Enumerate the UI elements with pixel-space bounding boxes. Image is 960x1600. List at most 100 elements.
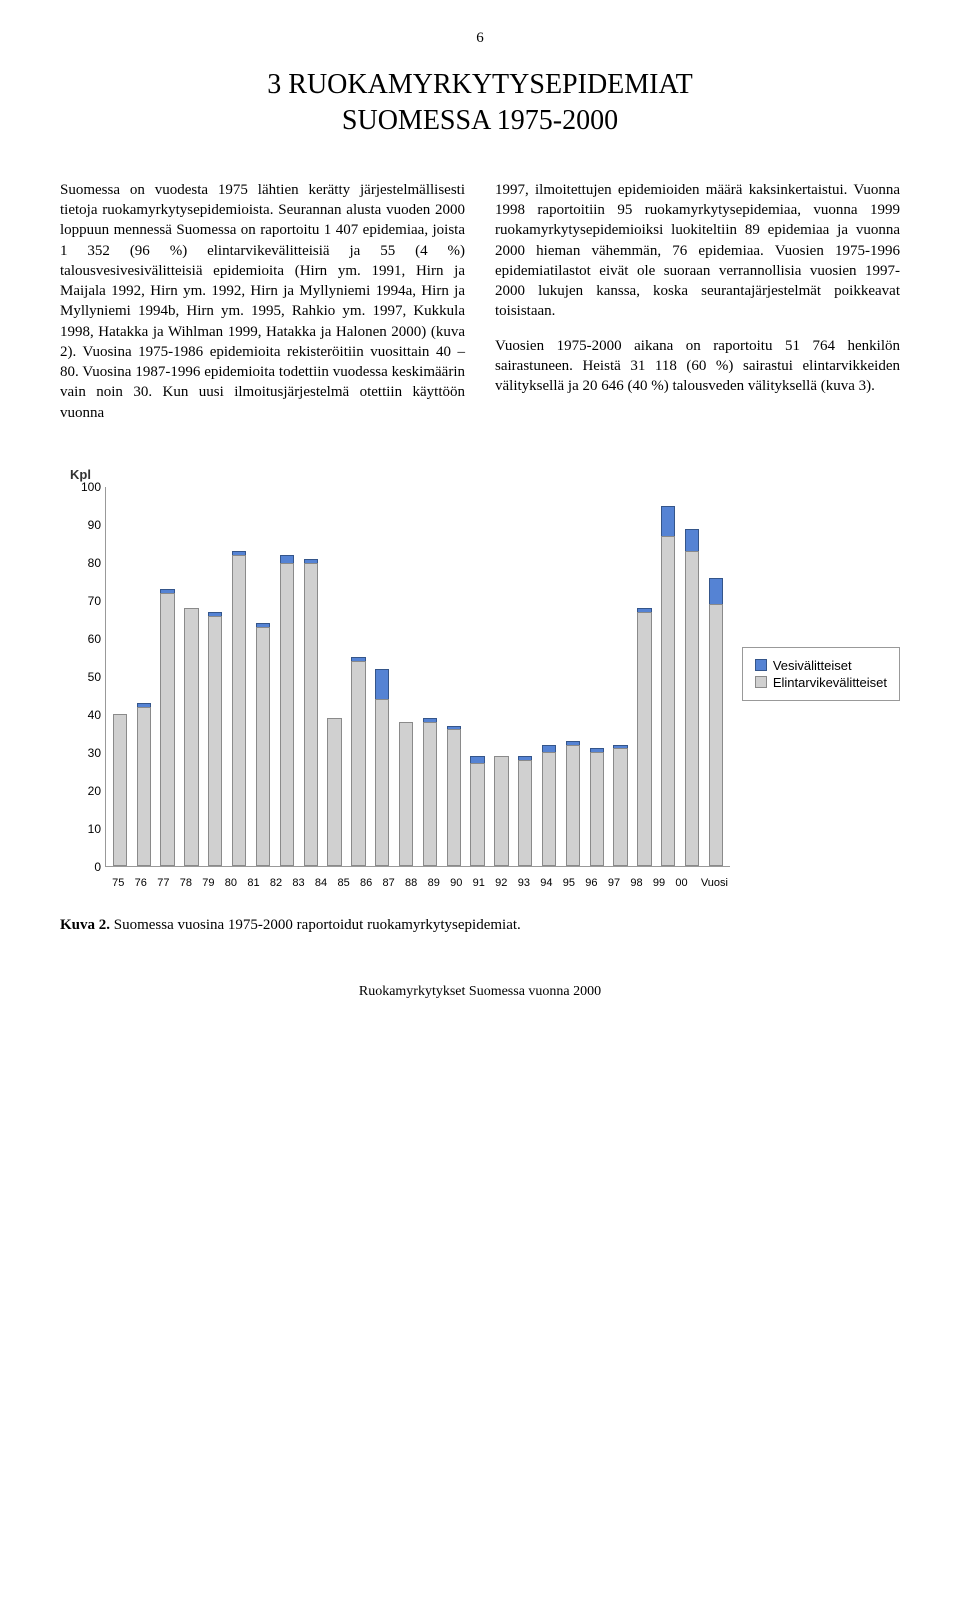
bar-segment-water [709, 578, 723, 605]
chart-y-tick: 100 [81, 480, 101, 494]
chart-x-tick: 87 [377, 877, 400, 889]
chart-bar [494, 756, 508, 866]
chart-x-tick: 85 [332, 877, 355, 889]
chart-bar [566, 741, 580, 866]
chart-bar [423, 718, 437, 866]
chart-year-column [108, 487, 132, 866]
chart-bar [637, 608, 651, 866]
right-paragraph-2: Vuosien 1975-2000 aikana on raportoitu 5… [495, 336, 900, 397]
bar-segment-food [208, 616, 222, 866]
chart-bar [280, 555, 294, 866]
chart-bar [470, 756, 484, 866]
bar-segment-water [661, 506, 675, 536]
chart-x-tick: 84 [310, 877, 333, 889]
chart-bar [137, 703, 151, 866]
chart-x-tick: 90 [445, 877, 468, 889]
chart-x-tick: 96 [580, 877, 603, 889]
title-line-1: 3 RUOKAMYRKYTYSEPIDEMIAT [267, 69, 692, 100]
body-columns: Suomessa on vuodesta 1975 lähtien kerätt… [60, 180, 900, 437]
chart-bars [106, 487, 730, 866]
chart-year-column [370, 487, 394, 866]
chart-y-tick: 40 [88, 708, 101, 722]
bar-segment-food [423, 722, 437, 866]
chart-bar [542, 745, 556, 866]
chart-bar [518, 756, 532, 866]
chart-bar [375, 669, 389, 866]
bar-segment-food [709, 604, 723, 866]
legend-row-food: Elintarvikevälitteiset [755, 675, 887, 690]
chart-y-tick: 80 [88, 556, 101, 570]
legend-swatch-food [755, 676, 767, 688]
chart-x-tick: 75 [107, 877, 130, 889]
chart-year-column [203, 487, 227, 866]
chart-y-tick: 90 [88, 518, 101, 532]
chart-x-tick: 00 [670, 877, 693, 889]
legend-row-water: Vesivälitteiset [755, 658, 887, 673]
chart-plot-area [105, 487, 730, 867]
chart-x-tick: 86 [355, 877, 378, 889]
left-paragraph-1: Suomessa on vuodesta 1975 lähtien kerätt… [60, 180, 465, 423]
chart-x-tick: 89 [422, 877, 445, 889]
chart-x-tick: 98 [625, 877, 648, 889]
chart-y-tick: 0 [94, 860, 101, 874]
chart-year-column [394, 487, 418, 866]
chart-year-column [418, 487, 442, 866]
chart-year-column [704, 487, 728, 866]
legend-label-food: Elintarvikevälitteiset [773, 675, 887, 690]
chart-year-column [156, 487, 180, 866]
chart-bar [661, 506, 675, 866]
caption-bold: Kuva 2. [60, 917, 110, 933]
chart-y-ticks: 0102030405060708090100 [60, 487, 105, 867]
chart-bar [113, 714, 127, 866]
chart-year-column [585, 487, 609, 866]
chart-bar [184, 608, 198, 866]
left-column: Suomessa on vuodesta 1975 lähtien kerätt… [60, 180, 465, 437]
chart-x-tick: 92 [490, 877, 513, 889]
chart-x-tick: 95 [558, 877, 581, 889]
caption-text: Suomessa vuosina 1975-2000 raportoidut r… [110, 917, 521, 933]
chart-x-tick: 76 [130, 877, 153, 889]
legend-label-water: Vesivälitteiset [773, 658, 852, 673]
chart-legend: Vesivälitteiset Elintarvikevälitteiset [742, 647, 900, 701]
bar-segment-water [375, 669, 389, 699]
bar-segment-food [137, 707, 151, 866]
chart-bar [447, 726, 461, 866]
chart-year-column [680, 487, 704, 866]
chart-x-tick: 94 [535, 877, 558, 889]
figure-caption: Kuva 2. Suomessa vuosina 1975-2000 rapor… [60, 917, 900, 934]
title-line-2: SUOMESSA 1975-2000 [342, 105, 618, 136]
chart-bar [232, 551, 246, 866]
bar-segment-food [542, 752, 556, 866]
chart-bar [256, 623, 270, 866]
right-paragraph-1: 1997, ilmoitettujen epidemioiden määrä k… [495, 180, 900, 322]
chart-x-tick: 93 [513, 877, 536, 889]
chart-bar [208, 612, 222, 866]
chart-x-tick: 80 [220, 877, 243, 889]
chart-year-column [275, 487, 299, 866]
chart-year-column [346, 487, 370, 866]
chart-x-axis-label: Vuosi [701, 877, 728, 889]
chart-container: Kpl 0102030405060708090100 7576777879808… [60, 467, 900, 897]
page-number: 6 [60, 30, 900, 47]
chart-year-column [609, 487, 633, 866]
chart-bar [590, 748, 604, 865]
bar-segment-food [160, 593, 174, 866]
bar-segment-food [304, 563, 318, 866]
chart-year-column [466, 487, 490, 866]
bar-segment-food [351, 661, 365, 866]
bar-segment-water [542, 745, 556, 753]
chart-year-column [513, 487, 537, 866]
page-footer: Ruokamyrkytykset Suomessa vuonna 2000 [60, 984, 900, 1000]
chart-x-tick: 81 [242, 877, 265, 889]
bar-segment-water [685, 529, 699, 552]
chart-bar [613, 745, 627, 866]
chart-x-ticks: 7576777879808182838485868788899091929394… [105, 877, 730, 889]
chart-y-tick: 50 [88, 670, 101, 684]
chart-x-tick: 99 [648, 877, 671, 889]
bar-segment-food [280, 563, 294, 866]
chart-bar [399, 722, 413, 866]
chart-year-column [323, 487, 347, 866]
chart-bar [327, 718, 341, 866]
stacked-bar-chart: Kpl 0102030405060708090100 7576777879808… [60, 467, 900, 897]
chart-year-column [537, 487, 561, 866]
